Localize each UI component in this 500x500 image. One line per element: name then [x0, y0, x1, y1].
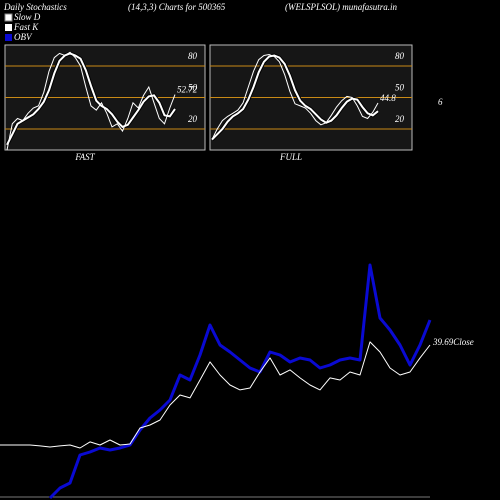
side-label: 6 — [438, 97, 443, 107]
value-label: 44.8 — [380, 93, 396, 103]
legend-label: Fast K — [13, 22, 39, 32]
panel-title: FAST — [74, 152, 95, 162]
series-name: Close — [453, 337, 474, 347]
value-label: 39.69Close — [432, 337, 474, 347]
legend-swatch — [5, 34, 12, 41]
y-tick-label: 50 — [188, 83, 198, 93]
y-tick-label: 20 — [395, 114, 405, 124]
title: Daily Stochastics — [3, 2, 67, 12]
data-line — [48, 263, 432, 500]
y-tick-label: 50 — [395, 83, 405, 93]
close-value: 39.69 — [432, 337, 454, 347]
legend-label: OBV — [14, 32, 33, 42]
value-label: 52.72 — [177, 85, 198, 95]
legend-swatch — [5, 24, 12, 31]
y-tick-label: 20 — [188, 114, 198, 124]
subtitle: (14,3,3) Charts for 500365 — [128, 2, 226, 12]
panel-title: FULL — [279, 152, 302, 162]
data-line — [6, 52, 176, 146]
data-line — [211, 54, 379, 141]
y-tick-label: 80 — [188, 51, 198, 61]
data-line — [0, 341, 431, 449]
y-tick-label: 80 — [395, 51, 405, 61]
data-line — [6, 51, 176, 151]
legend-swatch — [4, 13, 13, 22]
source: (WELSPLSOL) munafasutra.in — [285, 2, 398, 12]
data-line — [211, 53, 379, 140]
legend-label: Slow D — [14, 12, 41, 22]
